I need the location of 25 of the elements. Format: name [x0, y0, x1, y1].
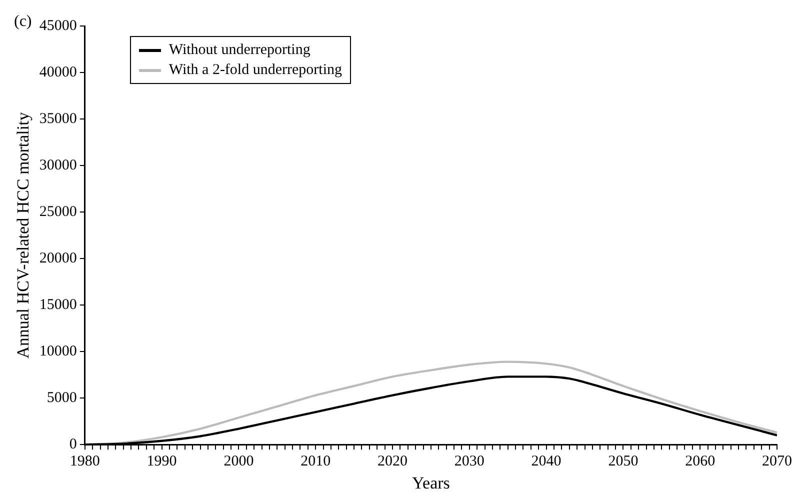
y-tick-label: 30000 [39, 157, 77, 174]
y-axis-title: Annual HCV-related HCC mortality [14, 112, 33, 358]
x-tick-label: 2000 [224, 454, 254, 470]
y-tick-label: 20000 [39, 250, 77, 266]
y-tick-label: 0 [69, 436, 77, 453]
x-axis-title: Years [412, 473, 450, 492]
legend-label: Without underreporting [168, 41, 310, 60]
y-tick-label: 45000 [39, 18, 77, 34]
x-tick-label: 2060 [685, 454, 716, 470]
y-tick-label: 40000 [39, 64, 77, 80]
x-tick-label: 1990 [146, 454, 177, 470]
y-tick-label: 10000 [39, 344, 77, 360]
x-tick-label: 2010 [300, 454, 331, 470]
y-tick-label: 5000 [46, 390, 77, 406]
legend-label: With a 2-fold underreporting [168, 61, 342, 80]
x-tick-label: 2020 [378, 454, 408, 470]
y-tick-label: 15000 [39, 297, 77, 314]
x-tick-label: 1980 [70, 454, 100, 470]
y-tick-label: 35000 [39, 110, 77, 127]
x-tick-label: 2050 [608, 454, 638, 470]
text: (c) [14, 13, 32, 30]
x-tick-label: 2040 [531, 454, 562, 470]
x-tick-label: 2030 [454, 454, 484, 470]
y-tick-label: 25000 [39, 204, 77, 220]
x-tick-label: 2070 [762, 454, 792, 470]
